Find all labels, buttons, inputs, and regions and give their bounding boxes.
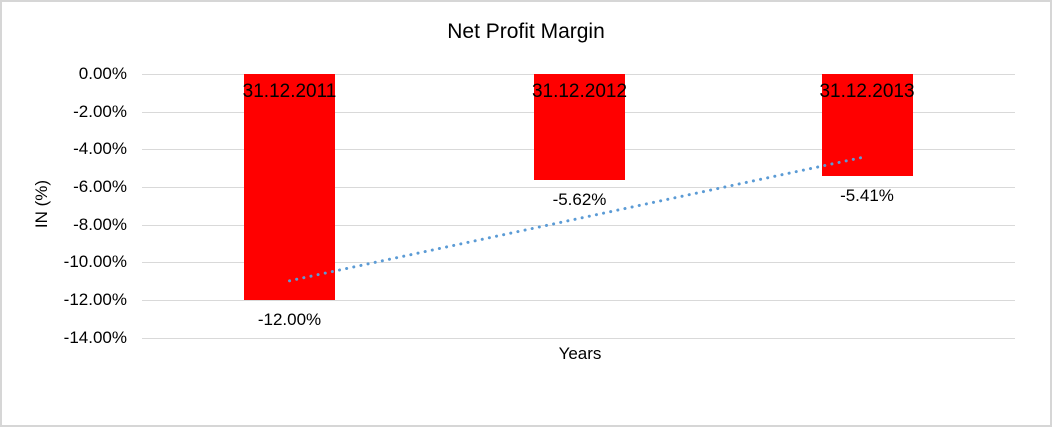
y-tick-label: 0.00%: [78, 63, 127, 83]
y-tick-label: -12.00%: [63, 290, 127, 310]
category-label: 31.12.2012: [531, 80, 628, 102]
y-tick-label: -2.00%: [73, 101, 127, 121]
x-axis-title: Years: [558, 344, 602, 363]
y-tick-label: -8.00%: [73, 214, 127, 234]
gridline: [142, 337, 1015, 339]
category-label: 31.12.2013: [819, 80, 915, 102]
value-label: -12.00%: [257, 310, 322, 330]
y-tick-label: -6.00%: [73, 176, 127, 196]
y-tick-label: -4.00%: [73, 139, 127, 159]
value-label: -5.41%: [840, 185, 894, 205]
bar-31.12.2011: [244, 73, 335, 301]
category-label: 31.12.2011: [242, 80, 337, 102]
value-label: -5.62%: [552, 189, 607, 209]
gridline: [142, 300, 1015, 302]
y-tick-label: -14.00%: [63, 327, 127, 347]
y-tick-label: -10.00%: [63, 252, 127, 272]
chart-title: Net Profit Margin: [447, 20, 605, 43]
